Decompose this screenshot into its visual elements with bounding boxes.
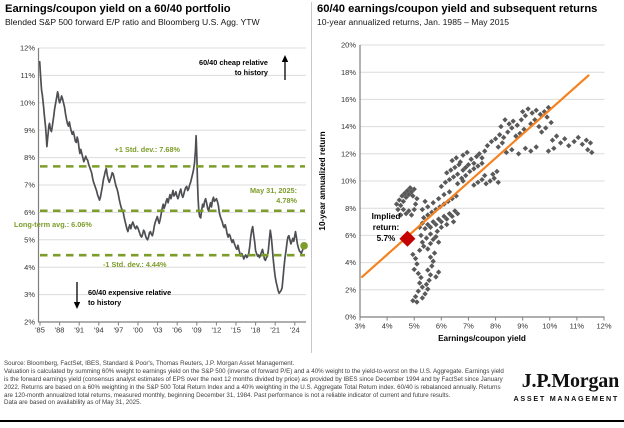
svg-text:'94: '94 [94, 326, 104, 335]
svg-text:16%: 16% [341, 95, 356, 104]
svg-text:10-year annualized return: 10-year annualized return [318, 131, 327, 230]
svg-text:'88: '88 [55, 326, 65, 335]
right-chart-title: 60/40 earnings/coupon yield and subseque… [317, 3, 598, 15]
svg-text:'85: '85 [35, 326, 45, 335]
svg-text:14%: 14% [341, 122, 356, 131]
svg-text:10%: 10% [20, 98, 35, 107]
jpmorgan-logo: J.P.Morgan ASSET MANAGEMENT [513, 370, 620, 403]
svg-text:11%: 11% [21, 71, 36, 80]
svg-text:Earnings/coupon yield: Earnings/coupon yield [438, 334, 526, 343]
svg-text:4%: 4% [345, 258, 356, 267]
svg-text:12%: 12% [341, 149, 356, 158]
svg-text:7%: 7% [463, 322, 474, 331]
svg-text:'03: '03 [153, 326, 163, 335]
svg-text:0%: 0% [345, 313, 356, 322]
right-chart-subtitle: 10-year annualized returns, Jan. 1985 – … [317, 16, 510, 27]
source-footnote: Source: Bloomberg, FactSet, IBES, Standa… [4, 360, 504, 407]
scatter-chart: 0% 2% 4% 6% 8% 10% 12% 14% 16% 18% 20% 3% 4% 5% 6% 7% 8%… [318, 41, 612, 343]
svg-text:10%: 10% [341, 177, 356, 186]
svg-text:5%: 5% [409, 322, 420, 331]
left-chart-title: Earnings/coupon yield on a 60/40 portfol… [5, 3, 231, 15]
svg-text:8%: 8% [490, 322, 501, 331]
svg-text:7%: 7% [24, 181, 35, 190]
svg-text:'24: '24 [290, 326, 300, 335]
bottom-rule [0, 420, 624, 422]
svg-text:5%: 5% [24, 235, 35, 244]
svg-text:'00: '00 [133, 326, 143, 335]
svg-text:6%: 6% [24, 208, 35, 217]
panel-divider [311, 2, 312, 353]
svg-text:'06: '06 [172, 326, 182, 335]
svg-text:3%: 3% [24, 290, 35, 299]
svg-text:'97: '97 [114, 326, 124, 335]
svg-text:9%: 9% [517, 322, 528, 331]
svg-text:18%: 18% [341, 68, 356, 77]
svg-text:+1 Std. dev.: 7.68%: +1 Std. dev.: 7.68% [115, 145, 181, 154]
jpmorgan-wordmark: J.P.Morgan [521, 370, 619, 392]
svg-text:8%: 8% [345, 204, 356, 213]
svg-text:3%: 3% [355, 322, 366, 331]
svg-text:4%: 4% [382, 322, 393, 331]
svg-text:Long-term avg.: 6.06%: Long-term avg.: 6.06% [14, 220, 92, 229]
svg-text:12%: 12% [596, 322, 611, 331]
svg-text:'21: '21 [270, 326, 280, 335]
svg-text:2%: 2% [345, 285, 356, 294]
svg-text:6%: 6% [345, 231, 356, 240]
svg-text:'09: '09 [192, 326, 202, 335]
svg-text:'12: '12 [212, 326, 222, 335]
svg-text:9%: 9% [24, 126, 35, 135]
svg-text:2%: 2% [24, 318, 35, 327]
svg-text:6%: 6% [436, 322, 447, 331]
left-chart-subtitle: Blended S&P 500 forward E/P ratio and Bl… [5, 16, 260, 27]
svg-text:'91: '91 [74, 326, 84, 335]
svg-text:-1 Std. dev.: 4.44%: -1 Std. dev.: 4.44% [103, 260, 167, 269]
svg-text:4%: 4% [24, 263, 35, 272]
svg-text:'15: '15 [231, 326, 241, 335]
svg-text:10%: 10% [542, 322, 557, 331]
line-chart: 2% 3% 4% 5% 6% 7% 8% 9% 10% 11% 12% '85 '88 '91 '94 '97… [14, 44, 308, 335]
svg-text:11%: 11% [570, 322, 585, 331]
svg-text:May 31, 2025:4.78%: May 31, 2025: 4.78% [250, 186, 298, 205]
svg-text:20%: 20% [341, 41, 356, 50]
svg-text:8%: 8% [24, 153, 35, 162]
asset-management-label: ASSET MANAGEMENT [513, 394, 619, 403]
svg-text:12%: 12% [20, 44, 35, 53]
svg-text:'18: '18 [251, 326, 261, 335]
